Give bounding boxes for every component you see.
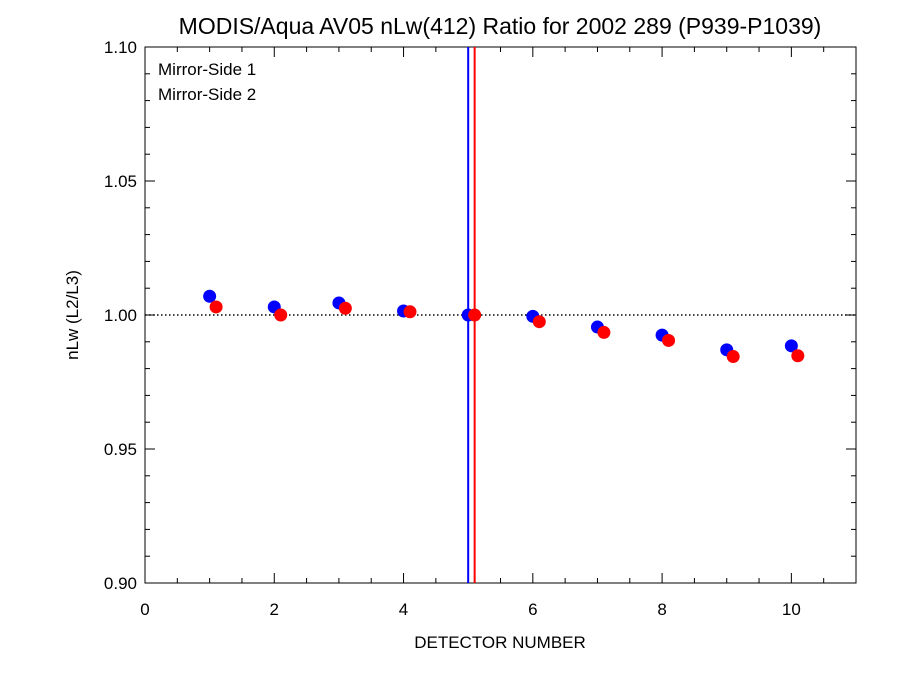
data-point-series-2 [274,308,288,322]
y-tick-label: 1.05 [104,172,137,191]
data-point-series-2 [532,315,546,329]
y-tick-label: 0.90 [104,574,137,593]
data-point-series-2 [597,325,611,339]
x-tick-label: 4 [399,600,408,619]
y-tick-label: 1.10 [104,38,137,57]
data-point-series-2 [662,333,676,347]
x-axis-label: DETECTOR NUMBER [414,633,586,652]
legend: Mirror-Side 1 Mirror-Side 2 [158,60,256,104]
y-axis-label: nLw (L2/L3) [63,270,82,360]
chart-title: MODIS/Aqua AV05 nLw(412) Ratio for 2002 … [179,13,822,39]
data-point-series-2 [403,305,417,319]
x-tick-label: 6 [528,600,537,619]
data-point-series-1 [784,339,798,353]
data-point-series-2 [468,308,482,322]
data-point-series-2 [209,300,223,314]
data-point-series-2 [338,301,352,315]
data-point-series-2 [791,349,805,363]
x-tick-label: 10 [782,600,801,619]
data-point-series-1 [203,289,217,303]
y-tick-label: 1.00 [104,306,137,325]
data-point-series-2 [726,350,740,364]
x-tick-label: 8 [657,600,666,619]
x-tick-label: 0 [140,600,149,619]
y-tick-label: 0.95 [104,440,137,459]
legend-entry-mirror-side-1: Mirror-Side 1 [158,60,256,79]
legend-entry-mirror-side-2: Mirror-Side 2 [158,85,256,104]
x-tick-label: 2 [270,600,279,619]
